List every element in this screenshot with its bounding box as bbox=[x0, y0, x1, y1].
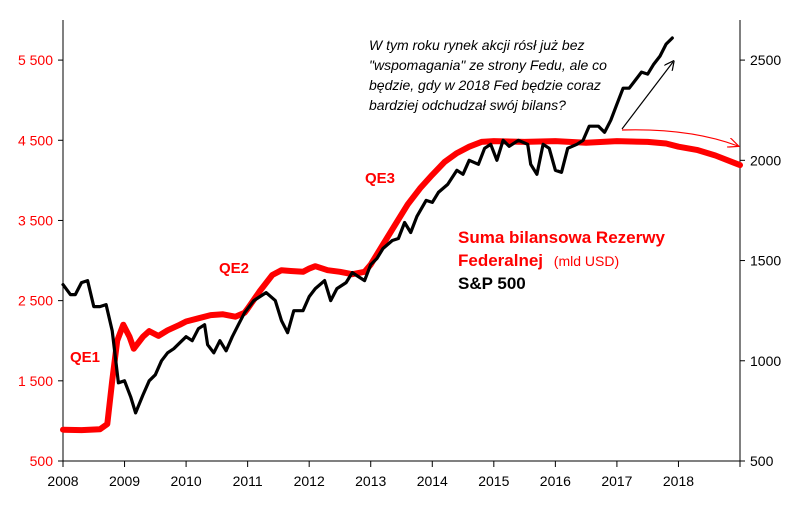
legend-sp500: S&P 500 bbox=[458, 274, 526, 293]
y-right-tick-label: 2000 bbox=[750, 152, 781, 168]
legend-fed-line2: Federalnej (mld USD) bbox=[458, 251, 619, 270]
series-layer bbox=[60, 36, 743, 434]
y-left-tick-label: 5 500 bbox=[18, 52, 53, 68]
comment-line-1: W tym roku rynek akcji rósł już bez bbox=[369, 37, 585, 53]
x-tick-label: 2009 bbox=[109, 473, 140, 489]
x-tick-label: 2011 bbox=[233, 473, 263, 489]
y-right-tick-label: 1500 bbox=[750, 253, 781, 269]
y-left-tick-label: 2 500 bbox=[18, 293, 53, 309]
legend-fed-line1: Suma bilansowa Rezerwy bbox=[458, 228, 665, 247]
y-left-tick-label: 500 bbox=[30, 453, 54, 469]
annotation-qe3: QE3 bbox=[365, 170, 395, 187]
fed-balance-line bbox=[60, 138, 743, 434]
comment-line-3: będzie, gdy w 2018 Fed będzie coraz bbox=[369, 77, 601, 93]
y-right-tick-label: 1000 bbox=[750, 353, 781, 369]
x-tick-label: 2013 bbox=[355, 473, 386, 489]
y-right-tick-label: 500 bbox=[750, 453, 774, 469]
x-tick-label: 2012 bbox=[294, 473, 325, 489]
y-left-tick-label: 1 500 bbox=[18, 373, 53, 389]
y-left-tick-label: 3 500 bbox=[18, 212, 53, 228]
x-tick-label: 2010 bbox=[171, 473, 202, 489]
x-tick-label: 2015 bbox=[478, 473, 509, 489]
sp500-line bbox=[61, 36, 674, 415]
x-tick-label: 2016 bbox=[540, 473, 571, 489]
fed-trend-arrow bbox=[621, 129, 738, 146]
comment-line-2: "wspomagania" ze strony Fedu, ale co bbox=[369, 57, 607, 73]
comment: W tym roku rynek akcji rósł już bez "wsp… bbox=[369, 37, 607, 113]
x-tick-label: 2017 bbox=[601, 473, 632, 489]
legend: Suma bilansowa Rezerwy Federalnej (mld U… bbox=[458, 228, 665, 293]
y-right-tick-label: 2500 bbox=[750, 52, 781, 68]
x-tick-label: 2014 bbox=[417, 473, 448, 489]
legend-fed-unit: (mld USD) bbox=[554, 253, 619, 269]
x-tick-label: 2008 bbox=[47, 473, 78, 489]
y-left-tick-label: 4 500 bbox=[18, 132, 53, 148]
comment-line-4: bardziej odchudzał swój bilans? bbox=[369, 97, 566, 113]
axes: 500 1 500 2 500 3 500 4 500 5 500 500 1000 1500 2… bbox=[18, 20, 781, 489]
legend-fed-line2-text: Federalnej bbox=[458, 251, 543, 270]
x-tick-label: 2018 bbox=[663, 473, 694, 489]
annotation-qe2: QE2 bbox=[219, 260, 249, 277]
annotation-qe1: QE1 bbox=[70, 349, 100, 366]
sp500-trend-arrow bbox=[621, 62, 673, 130]
